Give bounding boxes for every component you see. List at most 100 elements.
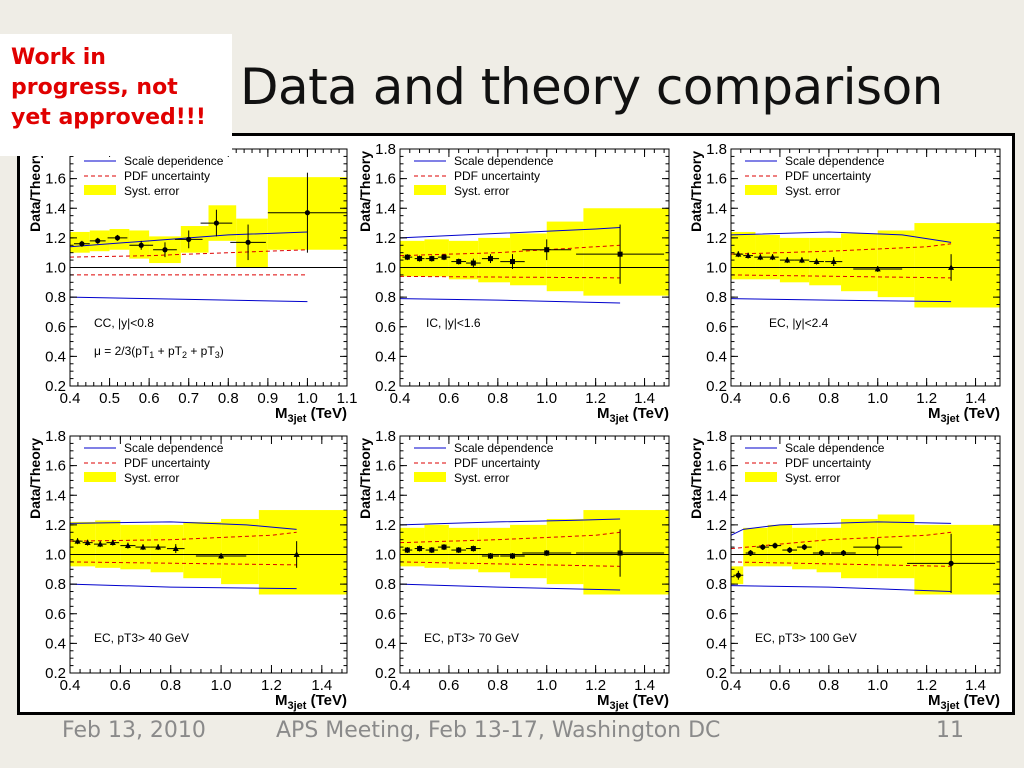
y-tick-label: 1.8 <box>375 141 396 158</box>
panel-plot-area <box>70 172 347 303</box>
x-tick-label: 0.6 <box>438 677 459 694</box>
pdf-uncertainty-upper-line <box>70 531 297 542</box>
y-tick-label: 1.2 <box>45 230 66 247</box>
data-point <box>417 546 423 552</box>
data-point <box>293 551 300 557</box>
x-tick-label: 0.8 <box>487 390 508 407</box>
region-label: IC, |y|<1.6 <box>426 316 481 330</box>
data-point <box>745 252 752 259</box>
data-point <box>760 544 766 550</box>
syst-error-bin <box>583 208 669 296</box>
data-point <box>109 539 116 546</box>
syst-error-bin <box>877 514 915 579</box>
y-tick-label: 1.6 <box>706 458 727 475</box>
data-point <box>79 241 85 247</box>
figure-frame: 0.20.40.60.81.01.21.41.61.80.40.50.60.70… <box>17 133 1015 715</box>
data-point <box>245 239 251 245</box>
y-tick-label: 1.4 <box>375 487 396 504</box>
data-point <box>456 547 462 553</box>
x-tick-label: 1.2 <box>916 677 937 694</box>
x-tick-label: 0.8 <box>818 677 839 694</box>
data-point <box>757 253 764 260</box>
x-tick-label: 0.6 <box>110 677 131 694</box>
data-point <box>509 259 515 265</box>
y-axis-title: Data/Theory <box>27 151 43 232</box>
data-point <box>544 247 550 253</box>
data-point <box>784 256 791 263</box>
data-point <box>798 256 805 263</box>
scale-dependence-lower-line <box>731 585 952 593</box>
y-tick-label: 0.8 <box>375 289 396 306</box>
x-tick-label: 0.7 <box>178 390 199 407</box>
legend-pdf-uncertainty-label: PDF uncertainty <box>124 169 210 183</box>
badge-line-1: Work in <box>11 45 106 70</box>
x-axis-title: M3jet (TeV) <box>275 692 347 712</box>
x-tick-label: 1.4 <box>965 677 986 694</box>
y-tick-label: 0.8 <box>45 289 66 306</box>
panel-4: 0.20.40.60.81.01.21.41.61.80.4 0.6 0.8 1.0 1… <box>27 428 348 712</box>
data-point <box>617 251 623 257</box>
badge-line-3: yet approved!!! <box>11 105 206 130</box>
y-tick-label: 0.4 <box>375 635 396 652</box>
x-tick-label: 0.8 <box>218 390 239 407</box>
badge-line-2: progress, not <box>11 75 178 100</box>
x-axis-title: M3jet (TeV) <box>928 405 1000 425</box>
data-point <box>801 544 807 550</box>
syst-error-bin <box>236 218 268 268</box>
chart-grid-svg: 0.20.40.60.81.01.21.41.61.80.40.50.60.70… <box>27 141 1001 712</box>
data-point <box>456 259 462 265</box>
y-tick-label: 1.0 <box>706 260 727 277</box>
legend-scale-dependence-label: Scale dependence <box>454 154 554 168</box>
region-label: EC, pT3> 100 GeV <box>755 631 857 645</box>
data-point <box>155 543 162 550</box>
y-tick-label: 0.6 <box>706 319 727 336</box>
data-point <box>875 544 881 550</box>
y-tick-label: 0.6 <box>45 319 66 336</box>
data-point <box>441 544 447 550</box>
x-tick-label: 0.8 <box>160 677 181 694</box>
y-tick-label: 0.8 <box>706 576 727 593</box>
data-point <box>404 547 410 553</box>
y-tick-label: 0.6 <box>375 606 396 623</box>
syst-error-bin <box>221 518 259 585</box>
x-tick-label: 0.4 <box>390 677 411 694</box>
data-point <box>172 545 179 551</box>
y-tick-label: 0.2 <box>375 378 396 395</box>
y-tick-label: 0.8 <box>375 576 396 593</box>
pdf-uncertainty-lower-line <box>400 275 621 279</box>
x-tick-label: 0.4 <box>721 677 742 694</box>
y-tick-label: 1.0 <box>375 260 396 277</box>
x-tick-label: 0.6 <box>769 390 790 407</box>
data-point <box>735 572 741 578</box>
x-tick-label: 0.8 <box>487 677 508 694</box>
pdf-uncertainty-lower-line <box>731 274 952 279</box>
scale-dependence-lower-line <box>70 296 308 303</box>
data-point <box>735 250 742 257</box>
data-point <box>470 546 476 552</box>
legend-scale-dependence-label: Scale dependence <box>785 441 885 455</box>
y-tick-label: 0.2 <box>375 665 396 682</box>
data-point <box>509 553 515 559</box>
data-point <box>747 550 754 556</box>
y-tick-label: 1.2 <box>45 517 66 534</box>
x-tick-label: 1.4 <box>634 677 655 694</box>
legend-scale-dependence-label: Scale dependence <box>124 441 224 455</box>
syst-error-bin <box>816 527 842 573</box>
pdf-uncertainty-upper-line <box>731 531 952 550</box>
y-tick-label: 0.6 <box>375 319 396 336</box>
data-point <box>441 254 447 260</box>
data-point <box>404 254 410 260</box>
data-point <box>186 236 192 242</box>
data-point <box>114 235 121 241</box>
scale-dependence-lower-line <box>70 583 297 590</box>
y-tick-label: 1.8 <box>706 141 727 158</box>
y-tick-label: 0.2 <box>45 665 66 682</box>
y-tick-label: 0.8 <box>45 576 66 593</box>
x-tick-label: 1.2 <box>585 677 606 694</box>
panel-6: 0.20.40.60.81.01.21.41.61.80.4 0.6 0.8 1.0 1… <box>688 428 1001 712</box>
syst-error-bin <box>478 527 511 573</box>
page-number: 11 <box>936 718 964 743</box>
legend-syst-error-label: Syst. error <box>454 184 509 198</box>
data-point <box>304 210 311 216</box>
y-tick-label: 1.6 <box>706 171 727 188</box>
